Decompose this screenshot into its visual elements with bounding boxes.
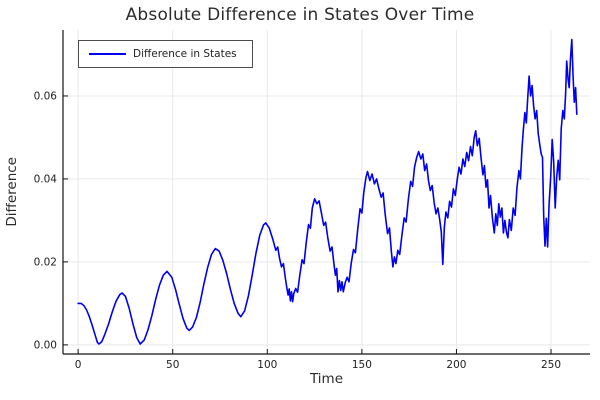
y-axis-label: Difference bbox=[4, 157, 20, 227]
y-tick-label: 0.00 bbox=[34, 339, 57, 351]
legend-line-sample bbox=[89, 53, 126, 55]
chart-title: Absolute Difference in States Over Time bbox=[125, 5, 475, 25]
x-tick-label: 100 bbox=[257, 359, 277, 371]
y-tick-label: 0.04 bbox=[34, 173, 58, 185]
y-tick-label: 0.06 bbox=[34, 90, 58, 102]
y-axis-label-wrap: Difference bbox=[4, 30, 20, 354]
x-axis-label: Time bbox=[309, 371, 344, 387]
legend: Difference in States bbox=[78, 40, 253, 68]
x-tick-label: 150 bbox=[352, 359, 372, 371]
x-tick-label: 200 bbox=[446, 359, 466, 371]
x-tick-label: 250 bbox=[541, 359, 561, 371]
x-tick-label: 0 bbox=[75, 359, 82, 371]
y-tick-label: 0.02 bbox=[34, 256, 57, 268]
series-line bbox=[77, 38, 578, 345]
legend-label: Difference in States bbox=[133, 48, 237, 60]
x-tick-label: 50 bbox=[166, 359, 179, 371]
